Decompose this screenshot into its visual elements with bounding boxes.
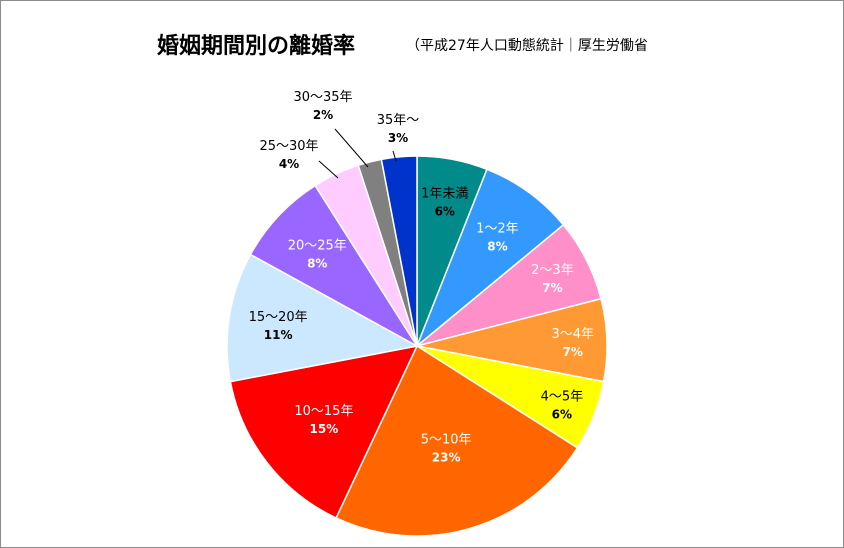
slice-label: 5～10年 [421, 432, 472, 447]
slice-percent-label: 23% [432, 450, 461, 464]
slice-percent-label: 7% [563, 345, 583, 359]
pie-slice [416, 168, 565, 347]
leader-line [334, 128, 369, 168]
slice-label: 25～30年 [259, 139, 318, 154]
chart-subtitle: （平成27年人口動態統計｜厚生労働省 [406, 38, 648, 54]
slice-percent-label: 11% [264, 328, 293, 342]
slice-percent-label: 3% [388, 131, 408, 145]
slice-percent-label: 2% [313, 108, 333, 122]
slice-label: 1～2年 [476, 221, 519, 236]
chart-title: 婚姻期間別の離婚率 [157, 34, 356, 59]
leader-line [318, 160, 339, 179]
slice-percent-label: 6% [435, 204, 455, 218]
slice-label: 1年未満 [421, 186, 468, 201]
pie-slice [229, 344, 419, 519]
leader-line [392, 150, 397, 162]
slice-label: 15～20年 [249, 310, 308, 325]
slice-percent-label: 15% [310, 422, 339, 436]
slice-label: 2～3年 [531, 263, 574, 278]
pie-slice [249, 184, 418, 347]
slice-label: 30～35年 [293, 90, 352, 105]
slice-label: 10～15年 [294, 404, 353, 419]
slice-percent-label: 7% [542, 281, 562, 295]
pie-slice [335, 344, 579, 537]
slice-percent-label: 4% [279, 157, 299, 171]
slice-percent-label: 8% [487, 239, 507, 253]
pie-slice [226, 253, 420, 383]
slice-percent-label: 8% [307, 256, 327, 270]
pie-slice [380, 155, 418, 347]
slice-label: 20～25年 [288, 238, 347, 253]
slice-percent-label: 6% [552, 407, 572, 421]
slice-label: 4～5年 [541, 389, 584, 404]
slice-label: 35年～ [377, 113, 420, 128]
slice-label: 3～4年 [551, 327, 594, 342]
